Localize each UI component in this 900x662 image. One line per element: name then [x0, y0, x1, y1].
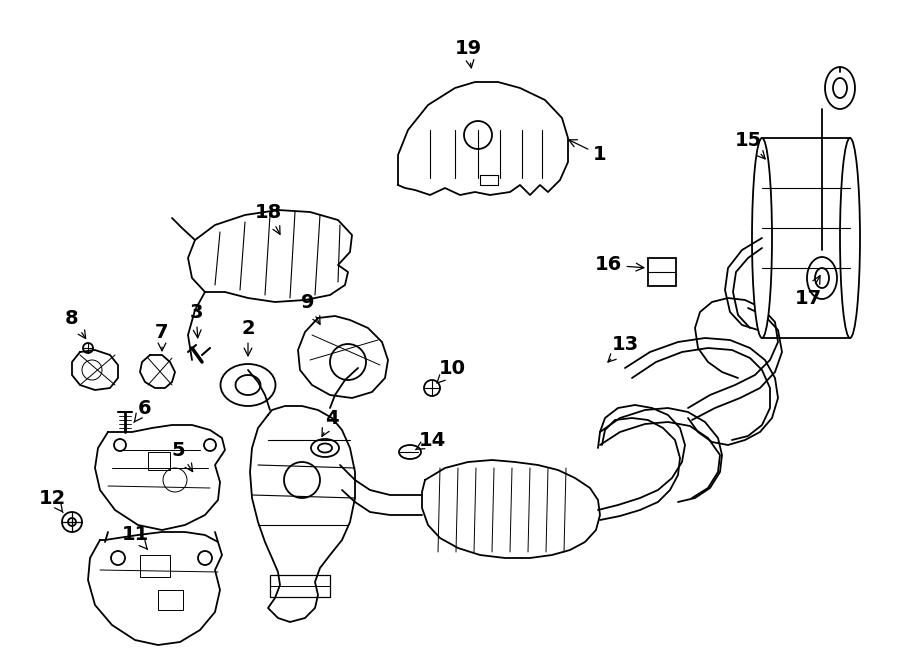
Text: 12: 12 — [39, 489, 66, 512]
Text: 10: 10 — [437, 359, 465, 383]
Bar — [762, 138, 850, 338]
Text: 18: 18 — [255, 203, 282, 234]
Text: 9: 9 — [302, 293, 320, 324]
Text: 2: 2 — [241, 318, 255, 356]
Text: 14: 14 — [416, 430, 446, 449]
Text: 15: 15 — [734, 130, 765, 159]
Bar — [648, 258, 676, 286]
Text: 6: 6 — [134, 399, 152, 422]
Ellipse shape — [752, 138, 772, 338]
Ellipse shape — [840, 138, 860, 338]
Bar — [148, 452, 170, 470]
Text: 4: 4 — [322, 408, 338, 436]
Bar — [140, 555, 170, 577]
Text: 11: 11 — [122, 526, 148, 549]
Text: 3: 3 — [189, 303, 202, 338]
Bar — [270, 575, 330, 597]
Text: 16: 16 — [594, 256, 644, 275]
Text: 8: 8 — [65, 308, 86, 338]
Text: 17: 17 — [795, 275, 822, 308]
Text: 1: 1 — [569, 140, 607, 164]
Text: 5: 5 — [171, 440, 193, 471]
Bar — [158, 590, 183, 610]
Text: 7: 7 — [155, 322, 169, 351]
Text: 13: 13 — [608, 336, 639, 362]
Text: 19: 19 — [454, 38, 482, 68]
